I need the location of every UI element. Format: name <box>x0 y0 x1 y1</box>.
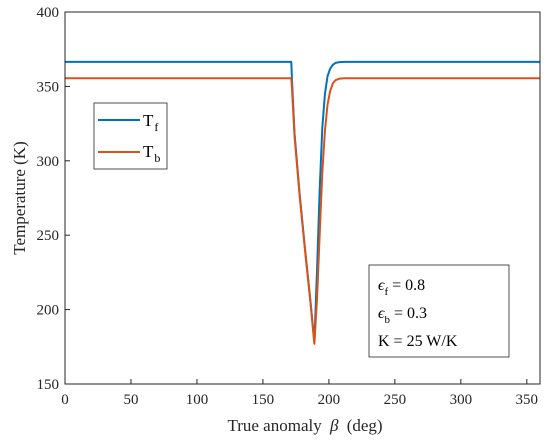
y-axis-label: Temperature (K) <box>10 141 29 255</box>
x-tick-label: 150 <box>252 392 275 408</box>
x-tick-label: 250 <box>384 392 407 408</box>
legend-box <box>93 102 168 170</box>
x-tick-label: 300 <box>450 392 473 408</box>
x-axis-label-unit: (deg) <box>347 416 383 435</box>
y-tick-label: 300 <box>37 154 60 170</box>
annotation-line-k: K = 25 W/K <box>378 333 458 350</box>
plot-frame <box>64 11 541 385</box>
y-tick-label: 200 <box>37 303 60 319</box>
legend-label-tf: Tf <box>143 111 158 134</box>
series-layer <box>65 60 540 345</box>
x-tick-label: 350 <box>516 392 539 408</box>
annotation-box: ϵf = 0.8 ϵb = 0.3 K = 25 W/K <box>368 264 510 358</box>
ticks-layer: 0 50 100 150 200 250 300 350 150 200 250 300 350 400 <box>37 5 539 408</box>
y-tick-label: 400 <box>37 5 60 21</box>
legend: Tf Tb <box>93 102 168 170</box>
x-axis-label: True anomaly β (deg) <box>227 416 382 435</box>
x-tick-label: 200 <box>318 392 341 408</box>
legend-label-tb: Tb <box>143 142 160 165</box>
x-tick-label: 100 <box>186 392 209 408</box>
y-tick-label: 150 <box>37 377 60 393</box>
annotation-line-epsilon-f: ϵf = 0.8 <box>378 277 425 298</box>
x-axis-label-text: True anomaly <box>227 416 322 435</box>
y-tick-label: 350 <box>37 79 60 95</box>
series-line-t-b <box>65 77 540 345</box>
x-tick-label: 50 <box>123 392 138 408</box>
y-tick-label: 250 <box>37 228 60 244</box>
annotation-line-epsilon-b: ϵb = 0.3 <box>378 305 427 326</box>
annotation-frame <box>368 264 510 358</box>
x-tick-label: 0 <box>61 392 69 408</box>
x-axis-label-symbol: β <box>329 416 339 435</box>
